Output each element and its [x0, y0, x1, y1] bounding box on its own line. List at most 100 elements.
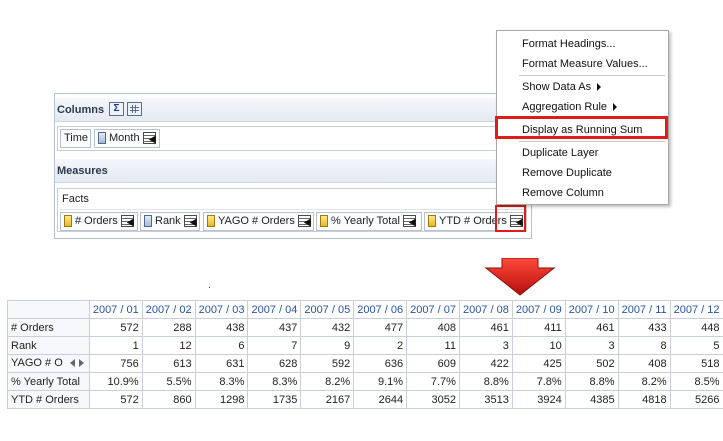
- menu-item-show-data-as[interactable]: Show Data As: [522, 81, 602, 93]
- table-cell: 461: [564, 318, 619, 337]
- table-cell: 10.9%: [88, 372, 143, 391]
- table-cell: 7: [247, 336, 302, 355]
- table-cell: 636: [353, 354, 408, 373]
- table-cell: 3: [564, 336, 619, 355]
- table-cell: 432: [300, 318, 355, 337]
- table-cell: 437: [247, 318, 302, 337]
- facts-label: Facts: [62, 193, 89, 205]
- menu-item-duplicate-layer[interactable]: Duplicate Layer: [522, 147, 599, 159]
- chip-label: # Orders: [75, 215, 118, 227]
- columns-title: Columns: [57, 104, 105, 116]
- more-options-icon[interactable]: [509, 214, 524, 228]
- table-cell: 1298: [194, 390, 249, 409]
- table-cell: 8.2%: [617, 372, 671, 391]
- table-cell: 425: [511, 354, 566, 373]
- row-header: YTD # Orders: [7, 390, 90, 409]
- highlight-running-sum: [495, 116, 668, 139]
- columns-section-header: Columns Σ: [55, 98, 531, 122]
- table-cell: 8.8%: [564, 372, 619, 391]
- more-options-icon[interactable]: [183, 214, 198, 228]
- chip-label: Month: [109, 132, 140, 144]
- measures-section-header: Measures: [55, 159, 531, 183]
- table-cell: 438: [194, 318, 249, 337]
- page-right-icon[interactable]: [78, 358, 84, 367]
- measure-chip-yearly-total[interactable]: % Yearly Total: [316, 212, 422, 231]
- column-header[interactable]: 2007 / 07: [406, 300, 460, 319]
- row-header: % Yearly Total: [7, 372, 90, 391]
- table-row: # Orders 572 288 438 437 432 477 408 461…: [7, 318, 723, 337]
- more-options-icon[interactable]: [402, 214, 417, 228]
- column-chip-month[interactable]: Month: [94, 129, 160, 148]
- measures-title: Measures: [57, 165, 108, 177]
- column-chip-time[interactable]: Time: [60, 129, 91, 148]
- table-cell: 4385: [564, 390, 619, 409]
- column-header[interactable]: 2007 / 04: [247, 300, 302, 319]
- column-header[interactable]: 2007 / 05: [300, 300, 355, 319]
- totals-sigma-icon[interactable]: Σ: [109, 102, 124, 116]
- table-cell: 9: [300, 336, 355, 355]
- table-cell: 502: [564, 354, 619, 373]
- stray-dot: .: [208, 280, 211, 291]
- table-cell: 433: [617, 318, 671, 337]
- corner-cell: [7, 300, 90, 319]
- table-cell: 12: [141, 336, 196, 355]
- table-cell: 7.7%: [406, 372, 460, 391]
- chip-label: YTD # Orders: [439, 215, 507, 227]
- column-header[interactable]: 2007 / 01: [88, 300, 143, 319]
- chip-label: Time: [64, 132, 89, 144]
- layout-panel: Columns Σ Time Month Measures Facts # Or…: [54, 93, 532, 239]
- table-cell: 2644: [353, 390, 408, 409]
- table-cell: 4818: [617, 390, 671, 409]
- calculator-icon[interactable]: [127, 102, 142, 116]
- table-cell: 11: [406, 336, 460, 355]
- columns-dropzone[interactable]: Time Month: [57, 126, 527, 151]
- highlight-options-button: [495, 205, 526, 232]
- table-cell: 609: [406, 354, 460, 373]
- column-header[interactable]: 2007 / 03: [194, 300, 249, 319]
- measure-chip-yago-orders[interactable]: YAGO # Orders: [203, 212, 314, 231]
- table-cell: 572: [88, 318, 143, 337]
- measure-chip-rank[interactable]: Rank: [140, 212, 200, 231]
- measure-column-icon: [428, 215, 436, 228]
- measure-chip-ytd-orders[interactable]: YTD # Orders: [424, 212, 525, 231]
- table-cell: 408: [617, 354, 671, 373]
- menu-item-remove-duplicate[interactable]: Remove Duplicate: [522, 167, 612, 179]
- menu-item-format-measure-values[interactable]: Format Measure Values...: [522, 58, 648, 70]
- row-header: YAGO # O: [7, 354, 90, 373]
- column-header[interactable]: 2007 / 10: [564, 300, 619, 319]
- table-cell: 8.3%: [247, 372, 302, 391]
- results-table: 2007 / 01 2007 / 02 2007 / 03 2007 / 04 …: [7, 300, 723, 409]
- menu-item-display-running-sum[interactable]: Display as Running Sum: [522, 124, 643, 136]
- more-options-icon[interactable]: [120, 214, 135, 228]
- table-cell: 8.5%: [669, 372, 723, 391]
- divider: [60, 209, 524, 210]
- table-cell: 3: [458, 336, 513, 355]
- menu-item-aggregation-rule[interactable]: Aggregation Rule: [522, 101, 618, 113]
- table-cell: 2167: [300, 390, 355, 409]
- column-header[interactable]: 2007 / 09: [511, 300, 566, 319]
- more-options-icon[interactable]: [297, 214, 312, 228]
- column-header[interactable]: 2007 / 06: [353, 300, 408, 319]
- measure-chip-orders[interactable]: # Orders: [60, 212, 138, 231]
- table-cell: 5266: [669, 390, 723, 409]
- table-cell: 592: [300, 354, 355, 373]
- menu-item-remove-column[interactable]: Remove Column: [522, 187, 604, 199]
- table-cell: 518: [669, 354, 723, 373]
- table-cell: 572: [88, 390, 143, 409]
- table-cell: 1735: [247, 390, 302, 409]
- table-cell: 422: [458, 354, 513, 373]
- row-header: Rank: [7, 336, 90, 355]
- table-cell: 5: [669, 336, 723, 355]
- measures-dropzone[interactable]: Facts # Orders Rank YAGO # Orders % Year…: [57, 188, 527, 232]
- column-header[interactable]: 2007 / 12: [669, 300, 723, 319]
- column-header[interactable]: 2007 / 02: [141, 300, 196, 319]
- page-left-icon[interactable]: [69, 358, 75, 367]
- menu-item-format-headings[interactable]: Format Headings...: [522, 38, 616, 50]
- table-cell: 1: [88, 336, 143, 355]
- table-cell: 3924: [511, 390, 566, 409]
- table-cell: 477: [353, 318, 408, 337]
- column-header[interactable]: 2007 / 11: [617, 300, 671, 319]
- column-header[interactable]: 2007 / 08: [458, 300, 513, 319]
- table-cell: 288: [141, 318, 196, 337]
- more-options-icon[interactable]: [142, 131, 157, 145]
